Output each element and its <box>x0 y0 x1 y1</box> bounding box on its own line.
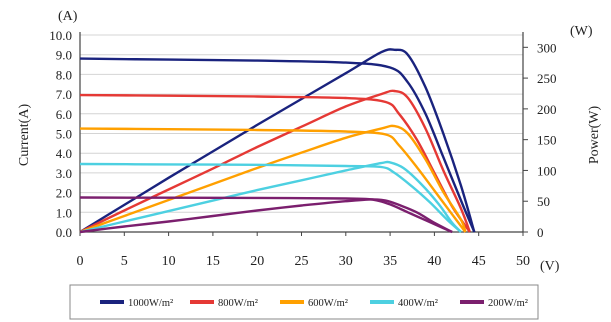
legend-label: 1000W/m² <box>128 298 173 309</box>
series-4-power-line <box>79 198 453 234</box>
legend-label: 200W/m² <box>488 298 528 309</box>
y-right-tick-label: 300 <box>537 40 557 55</box>
series-2-current-line <box>79 127 467 233</box>
y-left-tick-label: 3.0 <box>56 166 72 181</box>
labels-layer: (A) (W) (V) Current(A) Power(W) <box>17 9 602 274</box>
right-axis-unit: (W) <box>570 24 593 39</box>
x-tick-label: 10 <box>162 254 176 269</box>
y-right-tick-label: 150 <box>537 133 557 148</box>
x-tick-label: 30 <box>339 254 353 269</box>
left-axis-unit: (A) <box>58 9 78 24</box>
legend-label: 600W/m² <box>308 298 348 309</box>
x-tick-label: 40 <box>427 254 441 269</box>
y-left-tick-label: 5.0 <box>56 127 72 142</box>
x-tick-label: 0 <box>77 254 84 269</box>
x-tick-label: 45 <box>472 254 486 269</box>
legend-label: 400W/m² <box>398 298 438 309</box>
y-right-tick-label: 250 <box>537 71 557 86</box>
x-tick-label: 5 <box>121 254 128 269</box>
left-axis-label: Current(A) <box>17 104 32 167</box>
series-1-power-line <box>79 89 471 234</box>
x-tick-label: 15 <box>206 254 220 269</box>
x-tick-label: 50 <box>516 254 530 269</box>
y-left-tick-label: 1.0 <box>56 205 72 220</box>
y-left-tick-label: 9.0 <box>56 48 72 63</box>
y-right-tick-label: 100 <box>537 163 557 178</box>
legend: 1000W/m² 800W/m² 600W/m² 400W/m² 200W/m² <box>69 284 539 320</box>
series-3-current-line <box>79 162 462 233</box>
series-2-power-line <box>79 124 467 234</box>
y-left-tick-label: 8.0 <box>56 67 72 82</box>
y-left-tick-label: 6.0 <box>56 107 72 122</box>
y-left-tick-label: 10.0 <box>49 28 72 43</box>
grid-layer <box>80 34 523 213</box>
series-3-power-line <box>79 160 462 234</box>
y-left-tick-label: 2.0 <box>56 186 72 201</box>
y-left-tick-label: 4.0 <box>56 146 72 161</box>
y-left-tick-label: 0.0 <box>56 225 72 240</box>
right-axis-label: Power(W) <box>587 106 602 165</box>
y-right-tick-label: 50 <box>537 194 550 209</box>
y-left-tick-label: 7.0 <box>56 87 72 102</box>
y-right-tick-label: 0 <box>537 225 544 240</box>
x-tick-label: 20 <box>250 254 264 269</box>
y-right-tick-label: 200 <box>537 102 557 117</box>
series-0-current-line <box>79 57 476 233</box>
axes-layer: 0.01.02.03.04.05.06.07.08.09.010.0050100… <box>49 28 556 269</box>
x-tick-label: 35 <box>383 254 397 269</box>
x-axis-unit: (V) <box>540 259 560 274</box>
legend-label: 800W/m² <box>218 298 258 309</box>
series-layer <box>79 48 476 234</box>
x-tick-label: 25 <box>295 254 309 269</box>
series-0-power-line <box>79 48 476 234</box>
